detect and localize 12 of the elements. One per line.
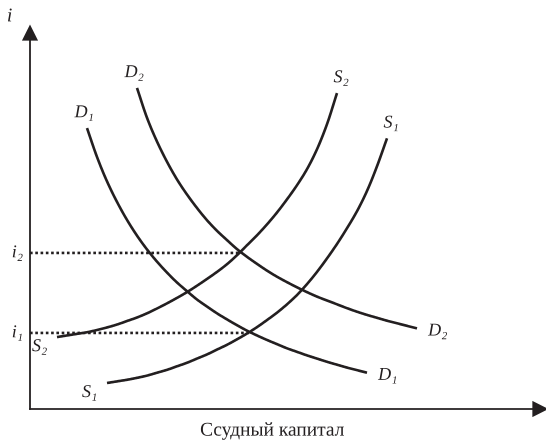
series-label: D₁ (74, 105, 93, 121)
ref-line-label: i₁ (12, 325, 22, 341)
series-label: S₁ (384, 116, 398, 132)
ref-line-label: i₂ (12, 245, 23, 261)
text: S₂ (32, 339, 47, 355)
y-axis-title: i (8, 8, 12, 22)
x-axis-title: Ссудный капитал (200, 422, 344, 440)
text: S₁ (82, 385, 96, 401)
text: D₂ (428, 324, 447, 340)
series-label: S₂ (334, 70, 348, 86)
series-label: D₂ (124, 65, 144, 81)
text: D₁ (378, 368, 396, 384)
